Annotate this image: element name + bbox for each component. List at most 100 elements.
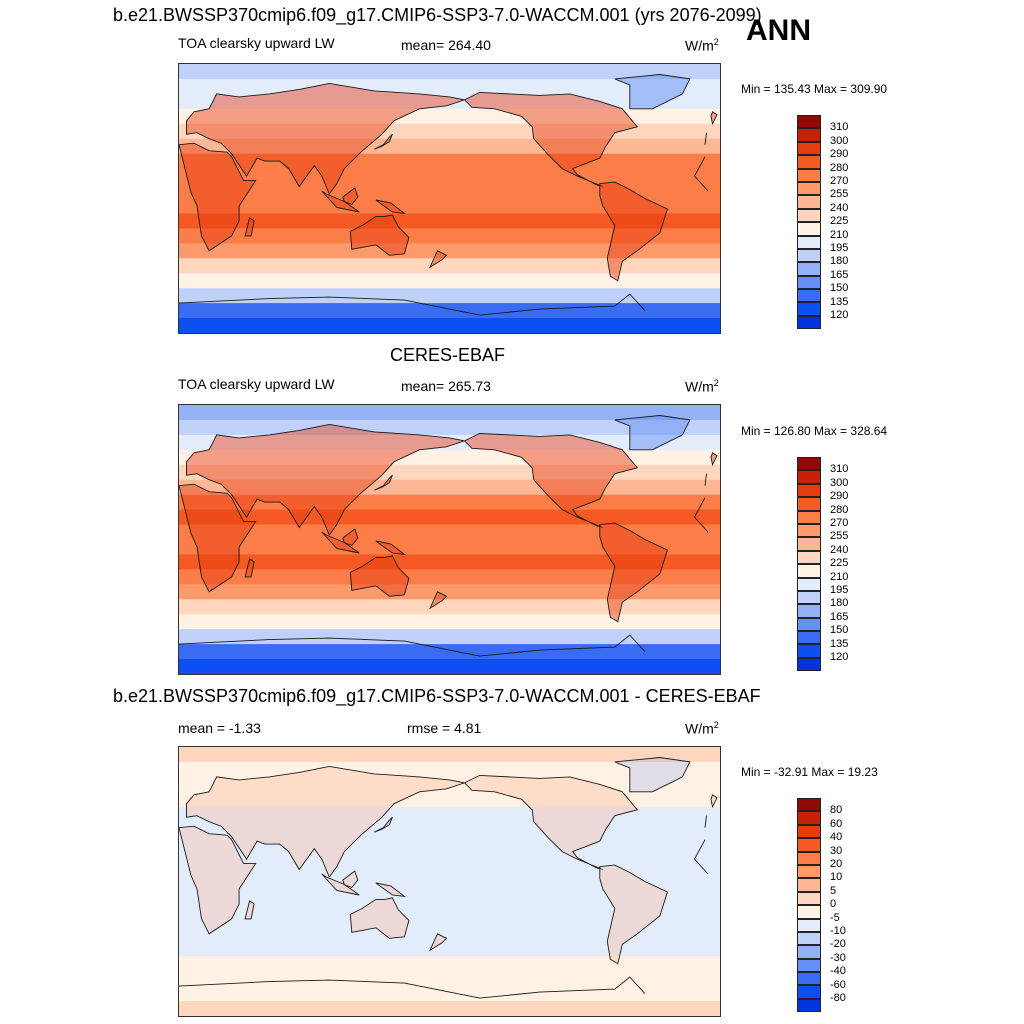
panel3-mean-label: mean = -1.33 xyxy=(178,720,261,736)
panel1-units: W/m2 xyxy=(685,37,719,54)
coastline-japan xyxy=(374,133,393,150)
zonal-band xyxy=(179,479,720,496)
coastline-n-america xyxy=(463,432,639,528)
coastline-uk xyxy=(710,452,718,467)
coastline-greenland xyxy=(614,757,691,793)
coastline-australia xyxy=(349,214,410,256)
colorbar-tick-label: 255 xyxy=(830,530,849,543)
coastline-antarctica xyxy=(179,634,646,657)
panel1-variable-label: TOA clearsky upward LW xyxy=(178,35,335,51)
coastline-newguinea xyxy=(375,199,406,215)
zonal-band xyxy=(179,614,720,630)
colorbar-tick-label: 135 xyxy=(830,295,849,308)
colorbar-cell xyxy=(797,497,821,511)
colorbar-tick-label: 240 xyxy=(830,543,849,556)
colorbar-cell xyxy=(797,457,821,471)
colorbar-tick-label: 240 xyxy=(830,201,849,214)
colorbar-cell xyxy=(797,141,821,156)
colorbar-tick-label: 210 xyxy=(830,570,849,583)
coastline-antarctica xyxy=(179,976,646,999)
coastline-indonesia xyxy=(321,531,360,554)
panel3-title: b.e21.BWSSP370cmip6.f09_g17.CMIP6-SSP3-7… xyxy=(113,686,761,706)
colorbar-cell xyxy=(797,958,821,973)
colorbar-tick-label: 180 xyxy=(830,597,849,610)
zonal-band xyxy=(179,791,720,808)
colorbar-tick-label: 270 xyxy=(830,175,849,187)
zonal-band xyxy=(179,449,720,466)
colorbar-cell xyxy=(797,235,821,249)
colorbar-tick-label: 30 xyxy=(830,844,843,857)
coastline-newguinea xyxy=(375,882,406,898)
colorbar-cell xyxy=(797,851,821,865)
colorbar-cell xyxy=(797,289,821,303)
panel2-variable-label: TOA clearsky upward LW xyxy=(178,376,335,392)
zonal-band xyxy=(179,956,720,972)
colorbar-cell xyxy=(797,604,821,618)
colorbar-cell xyxy=(797,931,821,946)
colorbar-cell xyxy=(797,523,821,538)
zonal-band xyxy=(179,405,720,421)
colorbar-cell xyxy=(797,811,821,825)
colorbar-tick-label: 290 xyxy=(830,490,849,503)
zonal-band xyxy=(179,183,720,200)
colorbar-cell xyxy=(797,208,821,223)
colorbar-tick-label: 60 xyxy=(830,817,843,830)
coastline-eurasia xyxy=(704,473,707,486)
zonal-band xyxy=(179,243,720,259)
coastline-madagascar xyxy=(244,558,255,578)
colorbar-cell xyxy=(797,891,821,906)
coastline-antarctica xyxy=(179,293,646,316)
colorbar-tick-label: 120 xyxy=(830,651,849,663)
zonal-band xyxy=(179,273,720,289)
colorbar-tick-label: 80 xyxy=(830,804,843,817)
colorbar-cell xyxy=(797,302,821,316)
colorbar-tick-label: 255 xyxy=(830,188,849,201)
coastline-africa xyxy=(694,839,706,860)
colorbar-cell xyxy=(797,470,821,484)
panel3-minmax: Min = -32.91 Max = 19.23 xyxy=(741,765,878,779)
coastline-madagascar xyxy=(244,217,255,237)
colorbar-tick-label: 20 xyxy=(830,858,843,870)
zonal-band xyxy=(179,821,720,838)
zonal-band xyxy=(179,539,720,556)
colorbar-cell xyxy=(797,168,821,182)
panel1-mean-label: mean= 264.40 xyxy=(401,37,491,53)
colorbar-cell xyxy=(797,537,821,551)
colorbar-cell xyxy=(797,945,821,959)
colorbar-tick-label: 165 xyxy=(830,610,849,623)
colorbar-tick-label: 0 xyxy=(830,898,837,911)
colorbar-tick-label: 310 xyxy=(830,121,849,134)
season-label: ANN xyxy=(746,14,811,47)
coastline-borneo xyxy=(342,528,359,547)
colorbar-cell xyxy=(797,510,821,524)
colorbar-tick-label: 5 xyxy=(830,884,837,897)
colorbar-cell xyxy=(797,972,821,986)
zonal-band xyxy=(179,1001,720,1016)
zonal-band xyxy=(179,524,720,541)
colorbar-tick-label: 290 xyxy=(830,148,849,161)
colorbar-tick-label: 180 xyxy=(830,255,849,268)
coastline-borneo xyxy=(342,870,359,889)
zonal-band xyxy=(179,911,720,927)
main-title: b.e21.BWSSP370cmip6.f09_g17.CMIP6-SSP3-7… xyxy=(113,5,762,25)
panel3-rmse-label: rmse = 4.81 xyxy=(407,720,482,736)
colorbar-tick-label: 40 xyxy=(830,831,843,844)
map-field-svg xyxy=(179,747,720,1016)
coastline-s-america xyxy=(599,181,668,282)
colorbar-cell xyxy=(797,275,821,290)
colorbar-tick-label: 120 xyxy=(830,309,849,321)
coastline-indonesia xyxy=(321,190,360,213)
coastline-eurasia xyxy=(704,815,707,828)
colorbar-cell xyxy=(797,483,821,498)
zonal-band xyxy=(179,926,720,942)
coastline-madagascar xyxy=(244,900,255,920)
colorbar-cell xyxy=(797,222,821,236)
colorbar-cell xyxy=(797,824,821,839)
zonal-band xyxy=(179,258,720,274)
colorbar-cell xyxy=(797,631,821,645)
zonal-band xyxy=(179,213,720,229)
colorbar-tick-label: 210 xyxy=(830,228,849,241)
colorbar-tick-label: -5 xyxy=(830,911,840,924)
colorbar-cell xyxy=(797,128,821,142)
colorbar-cell xyxy=(797,905,821,919)
